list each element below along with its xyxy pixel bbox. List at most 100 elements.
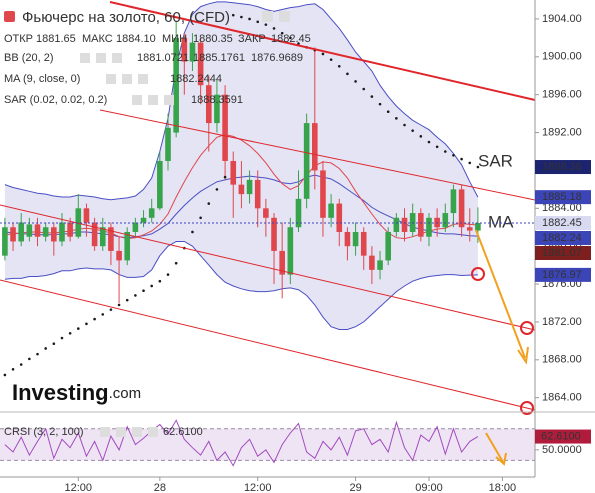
sar-dot <box>231 13 235 17</box>
candle-body <box>450 189 457 214</box>
icon[interactable] <box>148 95 158 105</box>
candle-body <box>401 217 408 232</box>
sar-dot <box>403 123 406 127</box>
indicator-value: 1885.1761 <box>193 52 245 64</box>
arrow-head <box>495 452 507 466</box>
sar-dot <box>435 145 439 149</box>
candle-body <box>344 231 351 247</box>
icon[interactable] <box>148 427 158 437</box>
legend-label: ЗАКР <box>238 33 266 45</box>
icon[interactable] <box>262 11 273 22</box>
sar-dot <box>134 294 137 297</box>
candle-body <box>393 217 400 232</box>
candle-body <box>124 231 131 261</box>
sar-dot <box>264 23 268 26</box>
candle-body <box>34 224 41 237</box>
candle-body <box>59 222 65 242</box>
candle-body <box>116 250 122 261</box>
trend-line <box>99 109 536 201</box>
sar-dot <box>223 175 227 179</box>
chart-title: Фьючерс на золото, 60, (CFD) <box>22 9 230 26</box>
sar-dot <box>117 303 121 307</box>
icon[interactable] <box>112 53 122 63</box>
icon[interactable] <box>279 11 290 22</box>
icon[interactable] <box>132 95 142 105</box>
value-label: 62.6100 <box>541 430 581 442</box>
sar-dot <box>158 279 162 283</box>
y-tick-label: 1864.00 <box>542 392 582 404</box>
legend-value: 1880.35 <box>193 33 233 45</box>
candle-body <box>67 222 73 237</box>
candle-body <box>51 227 57 242</box>
sar-dot <box>476 165 480 169</box>
candle-body <box>205 85 212 124</box>
icon[interactable] <box>80 53 90 63</box>
icon[interactable] <box>116 427 126 437</box>
sar-dot <box>321 52 325 56</box>
sar-dot <box>11 367 15 371</box>
candle-body <box>189 42 196 62</box>
candle-body <box>418 213 424 237</box>
price-label-box <box>535 230 591 245</box>
sar-dot <box>346 72 349 76</box>
candle-body <box>287 227 294 275</box>
sar-dot <box>60 336 64 340</box>
indicator-name: CRSI (3, 2, 100) <box>4 426 83 438</box>
sar-dot <box>44 347 47 350</box>
indicator-name: BB (20, 2) <box>4 52 54 64</box>
sar-dot <box>452 153 455 157</box>
sar-dot <box>28 357 31 361</box>
candle-body <box>466 227 473 231</box>
sar-dot <box>460 157 463 161</box>
price-label: 1876.97 <box>542 269 582 281</box>
candle-body <box>246 179 253 195</box>
sar-dot <box>85 322 88 326</box>
sar-dot <box>378 102 382 106</box>
candle-body <box>385 231 392 261</box>
arrow <box>475 229 526 359</box>
crsi-line <box>4 419 479 467</box>
y-tick-label: 1900.00 <box>542 51 582 63</box>
candle-body <box>328 203 334 218</box>
candle-body <box>295 198 302 228</box>
level-band <box>0 428 535 461</box>
icon[interactable] <box>164 95 174 105</box>
icon[interactable] <box>122 74 132 84</box>
icon[interactable] <box>132 427 142 437</box>
price-label: 1885.18 <box>542 191 582 203</box>
indicator-value: 62.6100 <box>163 426 203 438</box>
sar-dot <box>427 140 431 144</box>
watermark-text: .com <box>109 385 142 402</box>
sar-dot <box>329 58 333 61</box>
arrow <box>485 432 504 463</box>
candle-body <box>442 213 449 228</box>
marker-circle <box>520 401 534 415</box>
icon[interactable] <box>138 74 148 84</box>
bb-line <box>4 241 478 330</box>
candle-body <box>222 94 228 161</box>
legend-value: 1881.65 <box>36 33 76 45</box>
sar-dot <box>354 80 357 83</box>
icon[interactable] <box>100 427 110 437</box>
candle-body <box>360 231 367 256</box>
candle-body <box>99 227 106 247</box>
sar-dot <box>36 352 39 356</box>
annotation: SAR <box>478 151 513 170</box>
x-tick-label: 12:00 <box>65 482 93 493</box>
y-tick-label: 1904.00 <box>542 13 582 25</box>
icon[interactable] <box>96 53 106 63</box>
candle-body <box>254 179 261 209</box>
price-label: 1888.36 <box>542 161 582 173</box>
sar-dot <box>215 188 219 191</box>
legend-label: МИН <box>162 33 187 45</box>
icon <box>4 11 15 22</box>
sar-dot <box>240 15 243 19</box>
icon[interactable] <box>106 74 116 84</box>
sar-dot <box>272 27 276 30</box>
sar-dot <box>289 36 292 40</box>
candle-body <box>303 123 310 199</box>
indicator-value: 1881.0721 <box>137 52 189 64</box>
sar-dot <box>3 373 7 377</box>
watermark-text: Investing <box>12 380 109 405</box>
candle-body <box>83 208 90 223</box>
